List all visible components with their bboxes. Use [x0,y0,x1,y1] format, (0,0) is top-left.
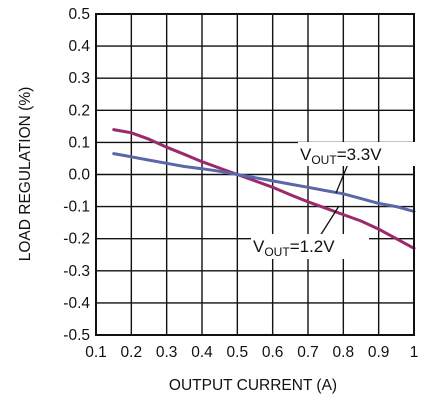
series-label-3v3: VOUT=3.3V [300,145,382,167]
x-tick-label: 0.7 [297,344,319,361]
y-tick-label: 0.5 [68,6,90,23]
x-tick-label: 0.1 [85,344,107,361]
callout-leader-3v3 [335,163,349,194]
callout-bg-3v3 [298,142,418,166]
y-tick-label: -0.4 [63,295,90,312]
y-tick-label: 0.4 [68,38,90,55]
x-tick-label: 0.9 [368,344,390,361]
y-tick-label: 0.3 [68,70,90,87]
plot-border [95,13,415,336]
y-tick-label: -0.3 [63,263,90,280]
y-tick-label: 0.1 [68,134,90,151]
x-tick-label: 0.3 [156,344,178,361]
series-line-0 [112,128,416,250]
x-tick-label: 0.6 [262,344,284,361]
x-tick-label: 1 [410,344,419,361]
series-lines [112,128,416,250]
x-tick-label: 0.4 [191,344,213,361]
y-tick-labels: 0.5 0.4 0.3 0.2 0.1 0.0 -0.1 -0.2 -0.3 -0.4 -0.5 [63,6,90,344]
series-label-1v2: VOUT=1.2V [253,237,335,259]
x-tick-label: 0.2 [121,344,143,361]
x-tick-label: 0.8 [333,344,355,361]
callout-bg-1v2 [251,234,369,259]
grid-lines [95,13,415,336]
y-tick-label: -0.1 [63,199,90,216]
y-tick-label: -0.5 [63,327,90,344]
y-tick-label: 0.0 [68,167,90,184]
x-axis-title: OUTPUT CURRENT (A) [169,377,337,394]
series-line-1 [112,152,416,213]
plot-frame [95,13,415,336]
x-tick-labels: 0.1 0.2 0.3 0.4 0.5 0.6 0.7 0.8 0.9 1 [85,344,418,361]
callout-leader-1v2 [319,205,340,237]
y-axis-title: LOAD REGULATION (%) [17,87,34,262]
y-tick-label: -0.2 [63,231,90,248]
y-tick-label: 0.2 [68,102,90,119]
x-tick-label: 0.5 [227,344,249,361]
